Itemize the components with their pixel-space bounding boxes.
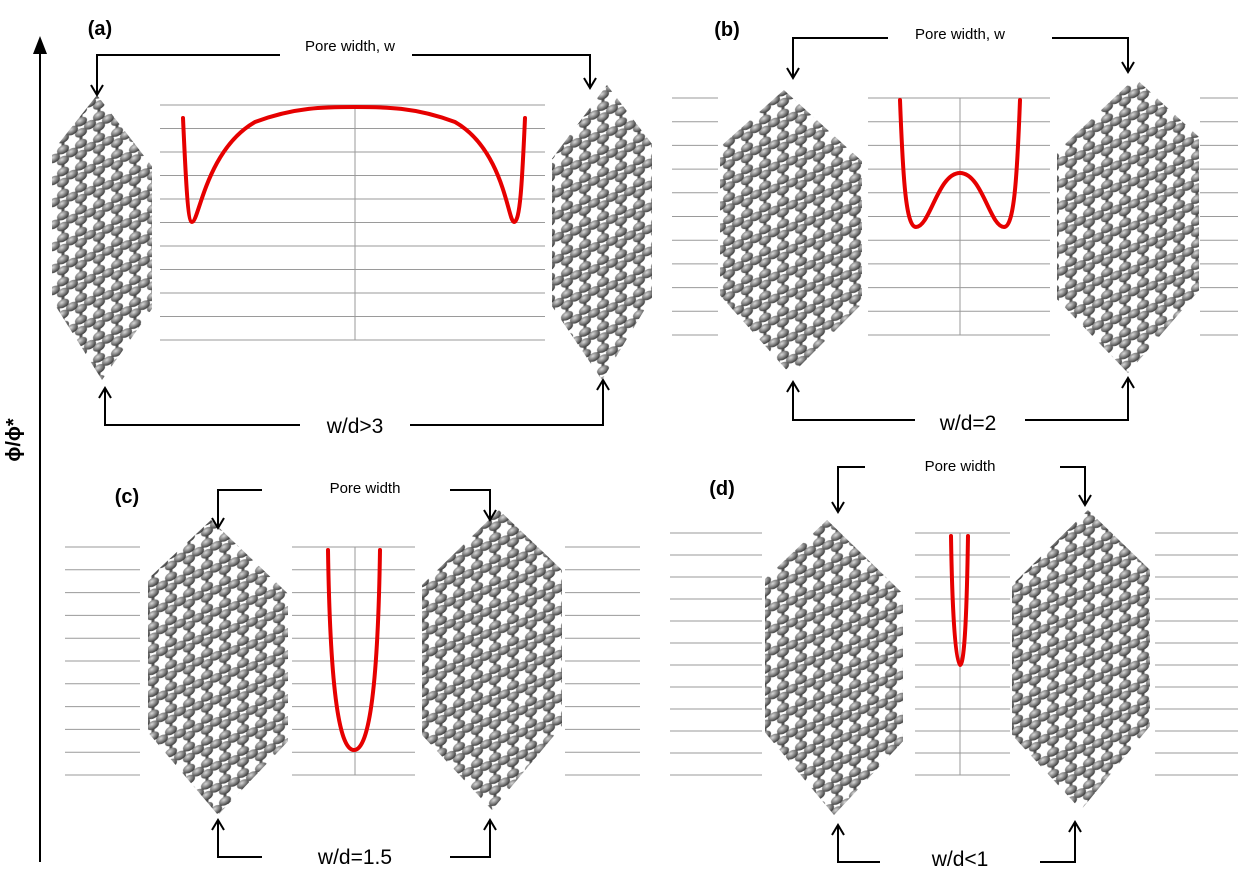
arrow-head — [98, 386, 112, 399]
y-axis-label: ϕ/ϕ* — [3, 418, 25, 462]
graphene-sheets — [52, 78, 1199, 815]
bracket — [104, 390, 300, 426]
ratio-label: w/d<1 — [931, 848, 989, 871]
bracket — [217, 822, 262, 858]
bracket — [1060, 466, 1086, 503]
grid-lines — [65, 97, 1238, 776]
arrow-head — [786, 380, 800, 393]
bracket — [412, 54, 591, 86]
bracket — [792, 37, 888, 76]
graphene-sheet — [1012, 510, 1150, 810]
graphene-sheet — [422, 510, 562, 810]
arrow-head — [786, 67, 800, 80]
arrow-head — [831, 501, 845, 514]
potential-curve — [326, 548, 382, 752]
y-axis-arrow — [33, 36, 47, 54]
ratio-label: w/d>3 — [326, 415, 384, 438]
graphene-sheet — [765, 520, 903, 815]
ratio-label: w/d=2 — [939, 412, 997, 435]
arrow-head — [483, 509, 497, 522]
pore-width-label: Pore width — [925, 458, 996, 475]
arrow-head — [483, 818, 497, 831]
brackets — [90, 37, 1135, 863]
potential-curve — [898, 98, 1022, 229]
arrow-head — [583, 77, 597, 90]
arrow-head — [831, 823, 845, 836]
arrow-head — [90, 84, 104, 97]
bracket — [450, 489, 491, 518]
graphene-sheet — [52, 95, 152, 380]
bracket — [96, 54, 280, 93]
panel-label: (b) — [714, 19, 740, 41]
graphene-sheet — [552, 85, 652, 380]
arrow-head — [1068, 820, 1082, 833]
panel-label: (a) — [88, 18, 112, 40]
arrow-head — [1121, 376, 1135, 389]
potential-curve — [181, 105, 527, 224]
bracket — [837, 466, 865, 510]
pore-width-label: Pore width, w — [915, 26, 1005, 43]
bracket — [450, 822, 491, 858]
bracket — [1052, 37, 1129, 70]
bracket — [410, 382, 604, 426]
graphene-sheet — [1057, 78, 1199, 373]
bracket — [217, 489, 262, 526]
pore-width-label: Pore width, w — [305, 38, 395, 55]
pore-width-label: Pore width — [330, 480, 401, 497]
bracket — [837, 827, 880, 863]
panel-label: (d) — [709, 478, 735, 500]
bracket — [792, 384, 915, 421]
arrow-head — [1078, 494, 1092, 507]
graphene-sheet — [148, 520, 288, 815]
arrow-head — [211, 517, 225, 530]
arrow-head — [211, 818, 225, 831]
arrow-head — [1121, 61, 1135, 74]
bracket — [1025, 380, 1129, 421]
bracket — [1040, 824, 1076, 863]
potential-curve — [949, 534, 970, 667]
arrow-head — [596, 378, 610, 391]
ratio-label: w/d=1.5 — [317, 846, 392, 869]
graphene-sheet — [720, 90, 862, 375]
panel-label: (c) — [115, 486, 139, 508]
